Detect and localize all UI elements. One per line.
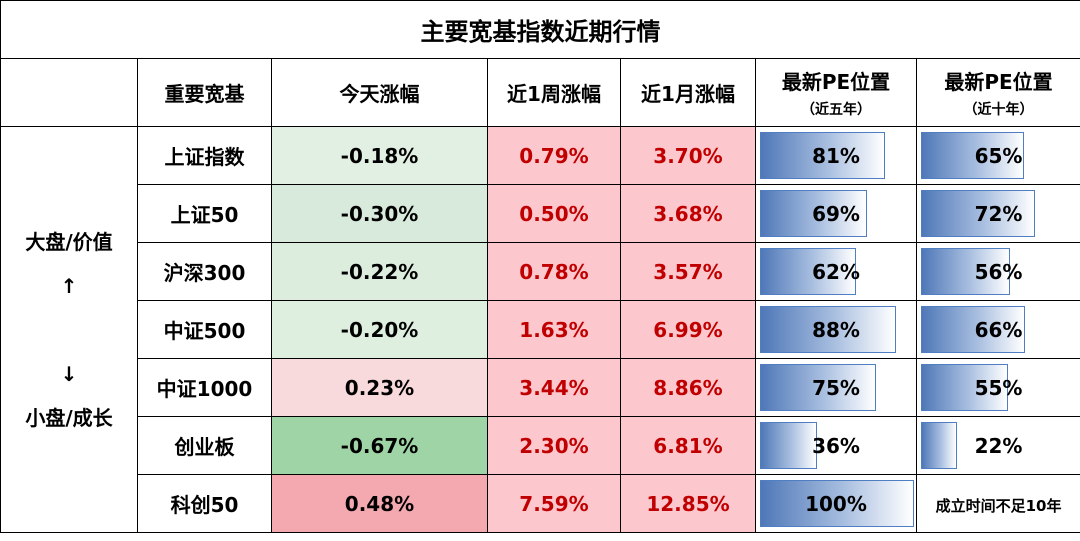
pe5-position: 36% <box>755 416 917 475</box>
month-change: 3.70% <box>620 126 756 185</box>
week-change: 0.79% <box>487 126 621 185</box>
table-row: 中证1000 0.23% 3.44% 8.86% 75% 55% <box>1 358 1080 417</box>
week-change: 1.63% <box>487 300 621 359</box>
pe5-position-value: 75% <box>812 375 860 400</box>
header-empty <box>0 58 138 127</box>
header-month: 近1月涨幅 <box>620 58 756 127</box>
pe10-position-value: 65% <box>974 143 1023 168</box>
week-change: 2.30% <box>487 416 621 475</box>
pe5-position-bar <box>760 480 914 527</box>
index-name: 中证500 <box>137 300 272 359</box>
pe5-position-bar <box>760 306 896 353</box>
pe10-position-value: 22% <box>974 433 1023 458</box>
pe10-position: 成立时间不足10年 <box>915 474 1080 533</box>
size-label-bottom: 小盘/成长 <box>25 405 113 430</box>
pe5-position-value: 88% <box>812 317 860 342</box>
table-row: 上证50 -0.30% 0.50% 3.68% 69% 72% <box>1 184 1080 243</box>
week-change: 0.50% <box>487 184 621 243</box>
down-arrow-icon: ↓ <box>60 361 78 386</box>
pe5-position-bar <box>760 132 885 179</box>
today-change: -0.18% <box>271 126 488 185</box>
pe10-position: 22% <box>915 416 1080 475</box>
index-name: 上证指数 <box>137 126 272 185</box>
pe5-position-value: 81% <box>812 143 860 168</box>
pe10-position-bar <box>921 132 1024 179</box>
today-change: 0.48% <box>271 474 488 533</box>
pe10-position-bar <box>921 248 1010 295</box>
pe10-position: 65% <box>915 126 1080 185</box>
pe10-position-value: 55% <box>974 375 1023 400</box>
pe5-position-bar <box>760 190 867 237</box>
pe10-position-bar <box>921 306 1025 353</box>
header-pe10-sub: （近十年） <box>963 102 1034 118</box>
week-change: 0.78% <box>487 242 621 301</box>
month-change: 12.85% <box>620 474 756 533</box>
pe10-position: 72% <box>915 184 1080 243</box>
pe10-position-bar <box>921 364 1008 411</box>
today-change: -0.20% <box>271 300 488 359</box>
table-row: 沪深300 -0.22% 0.78% 3.57% 62% 56% <box>1 242 1080 301</box>
index-name: 中证1000 <box>137 358 272 417</box>
pe5-position-bar <box>760 364 876 411</box>
spacer <box>2 308 137 352</box>
pe10-position-note: 成立时间不足10年 <box>935 496 1062 515</box>
pe10-position-bar <box>921 190 1035 237</box>
table-row: 中证500 -0.20% 1.63% 6.99% 88% 66% <box>1 300 1080 359</box>
pe5-position-value: 62% <box>812 259 860 284</box>
today-change: 0.23% <box>271 358 488 417</box>
pe5-position-value: 69% <box>812 201 860 226</box>
month-change: 3.68% <box>620 184 756 243</box>
pe10-position-value: 66% <box>974 317 1023 342</box>
month-change: 6.99% <box>620 300 756 359</box>
month-change: 3.57% <box>620 242 756 301</box>
table-row: 创业板 -0.67% 2.30% 6.81% 36% 22% <box>1 416 1080 475</box>
header-pe10: 最新PE位置 （近十年） <box>915 58 1080 127</box>
pe5-position-value: 100% <box>805 491 867 516</box>
month-change: 8.86% <box>620 358 756 417</box>
header-pe5-sub: （近五年） <box>801 102 871 118</box>
index-name: 创业板 <box>137 416 272 475</box>
pe5-position: 100% <box>755 474 917 533</box>
pe5-position-bar <box>760 248 856 295</box>
size-style-label: 大盘/价值 ↑ ↓ 小盘/成长 <box>0 126 138 533</box>
pe5-position-value: 36% <box>812 433 860 458</box>
pe10-position: 56% <box>915 242 1080 301</box>
pe5-position: 62% <box>755 242 917 301</box>
header-week: 近1周涨幅 <box>487 58 621 127</box>
today-change: -0.67% <box>271 416 488 475</box>
header-today: 今天涨幅 <box>271 58 488 127</box>
up-arrow-icon: ↑ <box>60 273 78 298</box>
pe5-position-bar <box>760 422 817 469</box>
today-change: -0.30% <box>271 184 488 243</box>
pe5-position: 75% <box>755 358 917 417</box>
table-title: 主要宽基指数近期行情 <box>0 0 1080 59</box>
index-name: 上证50 <box>137 184 272 243</box>
pe10-position-bar <box>921 422 957 469</box>
pe10-position-value: 72% <box>974 201 1023 226</box>
header-pe5-title: 最新PE位置 <box>781 70 891 94</box>
month-change: 6.81% <box>620 416 756 475</box>
header-index-name: 重要宽基 <box>137 58 272 127</box>
header-pe5: 最新PE位置 （近五年） <box>755 58 917 127</box>
size-label-top: 大盘/价值 <box>25 229 113 254</box>
table-row: 大盘/价值 ↑ ↓ 小盘/成长 上证指数 -0.18% 0.79% 3.70% 81% 65% <box>0 126 1080 533</box>
table-body: 大盘/价值 ↑ ↓ 小盘/成长 上证指数 -0.18% 0.79% 3.70% 81% 65% 上… <box>0 126 1080 533</box>
pe10-position: 55% <box>915 358 1080 417</box>
header-pe10-title: 最新PE位置 <box>944 70 1053 94</box>
pe5-position: 88% <box>755 300 917 359</box>
index-name: 沪深300 <box>137 242 272 301</box>
index-name: 科创50 <box>137 474 272 533</box>
pe5-position: 81% <box>755 126 917 185</box>
pe10-position-value: 56% <box>974 259 1023 284</box>
table-row: 科创50 0.48% 7.59% 12.85% 100% 成立时间不足10年 <box>1 474 1080 533</box>
pe10-position: 66% <box>915 300 1080 359</box>
week-change: 3.44% <box>487 358 621 417</box>
pe5-position: 69% <box>755 184 917 243</box>
week-change: 7.59% <box>487 474 621 533</box>
today-change: -0.22% <box>271 242 488 301</box>
